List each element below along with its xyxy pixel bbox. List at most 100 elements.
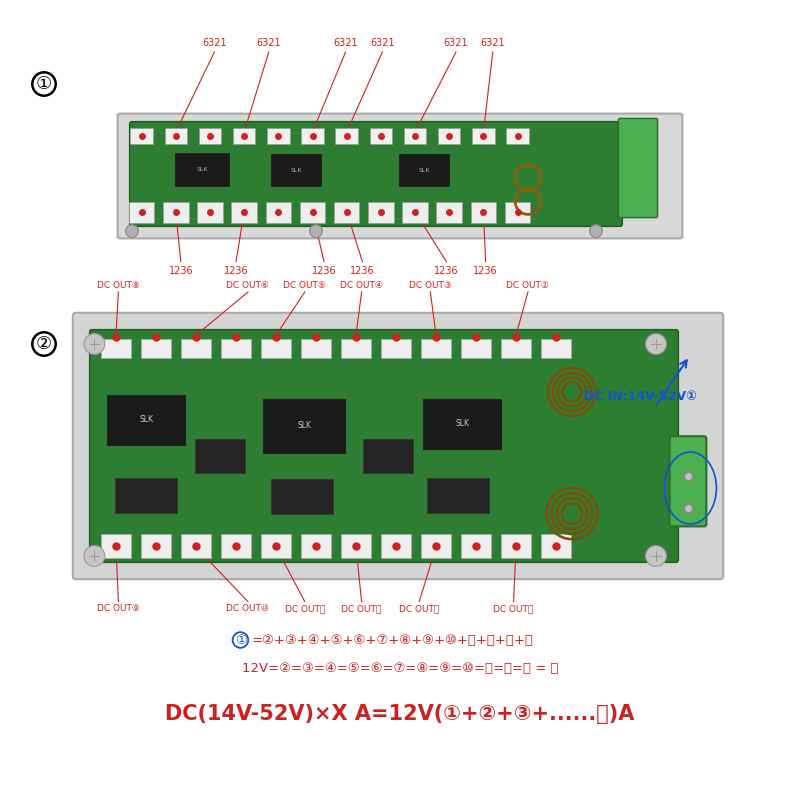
Text: DC OUT⑭: DC OUT⑭ — [494, 604, 534, 613]
FancyBboxPatch shape — [175, 153, 229, 186]
Text: 6321: 6321 — [257, 38, 281, 48]
FancyBboxPatch shape — [231, 202, 257, 223]
Text: =②+③+④+⑤+⑥+⑦+⑧+⑨+⑩+⑪+⑫+⑬+⑭: =②+③+④+⑤+⑥+⑦+⑧+⑨+⑩+⑪+⑫+⑬+⑭ — [252, 634, 534, 646]
FancyBboxPatch shape — [115, 478, 177, 513]
Text: DC OUT④: DC OUT④ — [340, 281, 383, 290]
FancyBboxPatch shape — [101, 534, 131, 558]
Text: DC(14V-52V)×X A=12V(①+②+③+......⑭)A: DC(14V-52V)×X A=12V(①+②+③+......⑭)A — [166, 704, 634, 723]
Circle shape — [646, 546, 666, 566]
Text: 12V=②=③=④=⑤=⑥=⑦=⑧=⑨=⑩=⑪=⑫=⑬ = ⑭: 12V=②=③=④=⑤=⑥=⑦=⑧=⑨=⑩=⑪=⑫=⑬ = ⑭ — [242, 662, 558, 674]
Text: 6321: 6321 — [334, 38, 358, 48]
Text: DC IN:14V-52V①: DC IN:14V-52V① — [584, 390, 696, 402]
FancyBboxPatch shape — [301, 339, 331, 358]
FancyBboxPatch shape — [461, 534, 491, 558]
FancyBboxPatch shape — [141, 534, 171, 558]
Text: SLK: SLK — [297, 422, 311, 430]
FancyBboxPatch shape — [301, 534, 331, 558]
Circle shape — [646, 334, 666, 354]
FancyBboxPatch shape — [437, 202, 462, 223]
FancyBboxPatch shape — [341, 534, 371, 558]
FancyBboxPatch shape — [181, 534, 211, 558]
FancyBboxPatch shape — [421, 534, 451, 558]
FancyBboxPatch shape — [470, 202, 496, 223]
FancyBboxPatch shape — [402, 202, 428, 223]
FancyBboxPatch shape — [263, 399, 345, 453]
FancyBboxPatch shape — [141, 339, 171, 358]
Text: 1236: 1236 — [169, 266, 193, 275]
Text: DC OUT⑫: DC OUT⑫ — [342, 604, 382, 613]
FancyBboxPatch shape — [90, 330, 678, 562]
Text: ①: ① — [36, 75, 52, 93]
FancyBboxPatch shape — [198, 128, 221, 144]
FancyBboxPatch shape — [197, 202, 222, 223]
FancyBboxPatch shape — [423, 399, 501, 449]
Text: SLK: SLK — [290, 168, 302, 173]
FancyBboxPatch shape — [368, 202, 394, 223]
FancyBboxPatch shape — [130, 128, 153, 144]
Circle shape — [126, 225, 138, 238]
FancyBboxPatch shape — [505, 202, 530, 223]
Text: DC OUT⑨: DC OUT⑨ — [97, 604, 140, 613]
FancyBboxPatch shape — [181, 339, 211, 358]
Circle shape — [84, 334, 105, 354]
Text: DC OUT⑥: DC OUT⑥ — [226, 281, 270, 290]
Text: DC OUT⑪: DC OUT⑪ — [285, 604, 325, 613]
Circle shape — [590, 225, 602, 238]
FancyBboxPatch shape — [129, 202, 154, 223]
FancyBboxPatch shape — [381, 339, 411, 358]
Text: DC OUT⑩: DC OUT⑩ — [226, 604, 270, 613]
FancyBboxPatch shape — [221, 339, 251, 358]
FancyBboxPatch shape — [302, 128, 324, 144]
FancyBboxPatch shape — [233, 128, 255, 144]
Text: DC OUT⑬: DC OUT⑬ — [399, 604, 439, 613]
FancyBboxPatch shape — [618, 118, 658, 218]
Text: 1236: 1236 — [474, 266, 498, 275]
FancyBboxPatch shape — [165, 128, 187, 144]
Text: 1236: 1236 — [350, 266, 374, 275]
FancyBboxPatch shape — [261, 534, 291, 558]
Text: 6321: 6321 — [202, 38, 226, 48]
Text: ②: ② — [36, 335, 52, 353]
FancyBboxPatch shape — [370, 128, 392, 144]
FancyBboxPatch shape — [472, 128, 494, 144]
FancyBboxPatch shape — [541, 339, 571, 358]
FancyBboxPatch shape — [271, 479, 333, 514]
Text: 1236: 1236 — [224, 266, 248, 275]
FancyBboxPatch shape — [335, 128, 358, 144]
FancyBboxPatch shape — [341, 339, 371, 358]
FancyBboxPatch shape — [404, 128, 426, 144]
Text: SLK: SLK — [139, 415, 153, 425]
FancyBboxPatch shape — [399, 154, 449, 186]
FancyBboxPatch shape — [101, 339, 131, 358]
FancyBboxPatch shape — [670, 436, 706, 526]
FancyBboxPatch shape — [381, 534, 411, 558]
Text: 6321: 6321 — [481, 38, 505, 48]
FancyBboxPatch shape — [267, 128, 290, 144]
Text: SLK: SLK — [196, 167, 208, 172]
Text: SLK: SLK — [418, 168, 430, 173]
FancyBboxPatch shape — [506, 128, 529, 144]
FancyBboxPatch shape — [501, 339, 531, 358]
Text: DC OUT②: DC OUT② — [506, 281, 550, 290]
Text: 1236: 1236 — [434, 266, 458, 275]
FancyBboxPatch shape — [221, 534, 251, 558]
Text: DC OUT⑧: DC OUT⑧ — [97, 281, 140, 290]
Text: SLK: SLK — [455, 419, 469, 429]
Text: 6321: 6321 — [370, 38, 394, 48]
FancyBboxPatch shape — [163, 202, 189, 223]
FancyBboxPatch shape — [501, 534, 531, 558]
Text: 6321: 6321 — [444, 38, 468, 48]
FancyBboxPatch shape — [118, 114, 682, 238]
FancyBboxPatch shape — [427, 478, 489, 513]
FancyBboxPatch shape — [73, 313, 723, 579]
FancyBboxPatch shape — [107, 395, 185, 445]
FancyBboxPatch shape — [130, 122, 622, 226]
FancyBboxPatch shape — [438, 128, 461, 144]
FancyBboxPatch shape — [195, 439, 245, 473]
Circle shape — [310, 225, 322, 238]
FancyBboxPatch shape — [421, 339, 451, 358]
FancyBboxPatch shape — [334, 202, 359, 223]
Circle shape — [84, 546, 105, 566]
FancyBboxPatch shape — [363, 439, 413, 473]
FancyBboxPatch shape — [271, 154, 321, 186]
